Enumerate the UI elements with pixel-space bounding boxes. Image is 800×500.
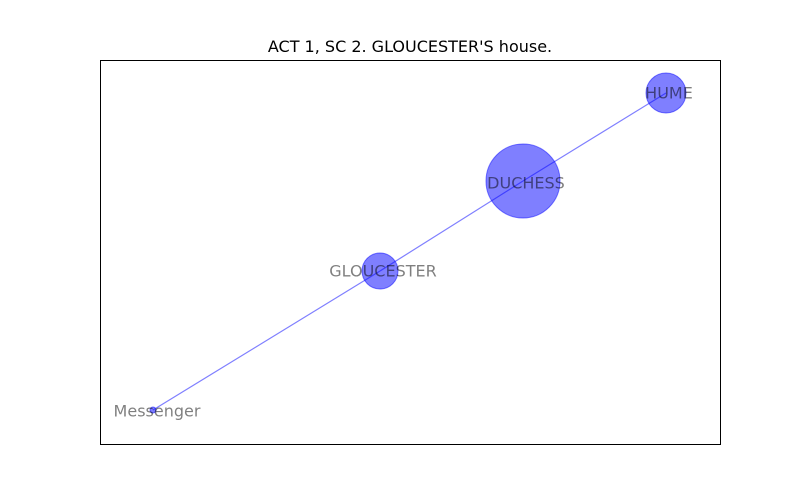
figure-title: ACT 1, SC 2. GLOUCESTER'S house. [268,37,552,56]
node-messenger [149,406,157,414]
node-label-hume: HUME [645,84,693,103]
node-label-gloucester: GLOUCESTER [329,262,436,281]
node-label-duchess: DUCHESS [487,174,565,193]
plot-frame [100,60,721,445]
labels-layer: Messenger GLOUCESTER DUCHESS HUME [114,84,693,421]
node-duchess [485,143,561,219]
node-hume [645,72,687,114]
nodes-layer [149,72,687,414]
node-label-messenger: Messenger [114,402,201,421]
edge-messenger-gloucester [152,270,381,411]
node-gloucester [361,252,399,290]
